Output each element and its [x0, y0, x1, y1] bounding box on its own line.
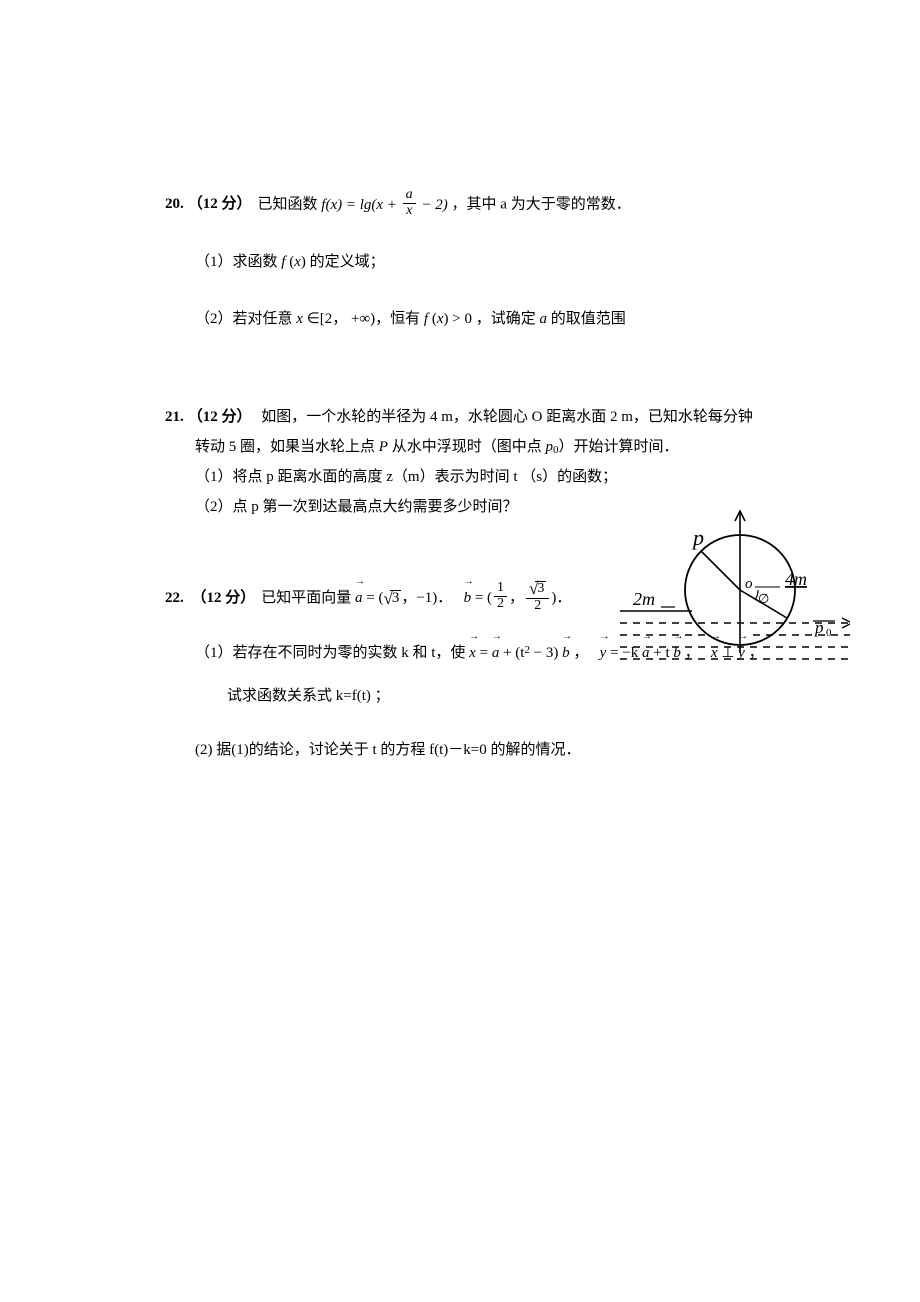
label-phi: ∅: [758, 591, 769, 606]
vector-a: →a: [355, 582, 363, 613]
fraction: ax: [403, 188, 416, 218]
problem-21-sub1: （1）将点 p 距离水面的高度 z（m）表示为时间 t （s）的函数；: [165, 462, 780, 492]
vector-a: →a: [642, 637, 650, 668]
label-4m: 4m: [785, 569, 807, 589]
label-p: p: [691, 525, 704, 550]
vector-b: →b: [562, 637, 570, 668]
vector-b: →b: [673, 637, 681, 668]
vector-x: →x: [711, 637, 718, 668]
problem-number: 20.: [165, 190, 184, 219]
sqrt: √3: [384, 583, 402, 615]
problem-22-sub2: (2) 据(1)的结论，讨论关于 t 的方程 f(t)－k=0 的解的情况．: [165, 736, 780, 765]
vector-a: →a: [492, 637, 500, 668]
stem-text: 已知函数 f(x) = lg(x + ax − 2) ，其中 a 为大于零的常数…: [258, 190, 631, 220]
vector-y: →y: [600, 637, 607, 668]
vector-y: →y: [738, 637, 745, 668]
water-wheel-figure: p o 4m 2m ∅ p 0: [595, 505, 850, 680]
label-p0-sub: 0: [826, 627, 832, 639]
label-2m: 2m: [633, 589, 655, 609]
vector-x: →x: [469, 637, 476, 668]
vector-b: →b: [464, 582, 472, 613]
fraction: √32: [526, 580, 549, 614]
label-o: o: [745, 576, 753, 592]
problem-22-sub1-line2: 试求函数关系式 k=f(t) ；: [165, 682, 780, 711]
problem-20-sub1: （1）求函数 f (x) 的定义域；: [165, 248, 780, 277]
problem-20-sub2: （2）若对任意 x ∈[2， +∞)，恒有 f (x) > 0 ，试确定 a 的…: [165, 305, 780, 334]
problem-21-stem: 21.（12 分） 如图，一个水轮的半径为 4 m，水轮圆心 O 距离水面 2 …: [165, 403, 780, 432]
problem-20: 20. （12 分） 已知函数 f(x) = lg(x + ax − 2) ，其…: [165, 190, 780, 333]
problem-points: （12 分）: [192, 590, 256, 606]
problem-points: （12 分）: [188, 190, 252, 219]
problem-20-stem: 20. （12 分） 已知函数 f(x) = lg(x + ax − 2) ，其…: [165, 190, 780, 220]
fraction: 12: [494, 581, 507, 611]
problem-number: 21.: [165, 409, 184, 425]
problem-number: 22.: [165, 590, 184, 606]
problem-points: （12 分）: [188, 409, 252, 425]
math-expr: f(x) = lg(x + ax − 2): [321, 197, 451, 213]
stem-text: 如图，一个水轮的半径为 4 m，水轮圆心 O 距离水面 2 m，已知水轮每分钟: [258, 409, 753, 425]
stem-line2: 转动 5 圈，如果当水轮上点 P 从水中浮现时（图中点 p0）开始计算时间．: [165, 432, 780, 462]
